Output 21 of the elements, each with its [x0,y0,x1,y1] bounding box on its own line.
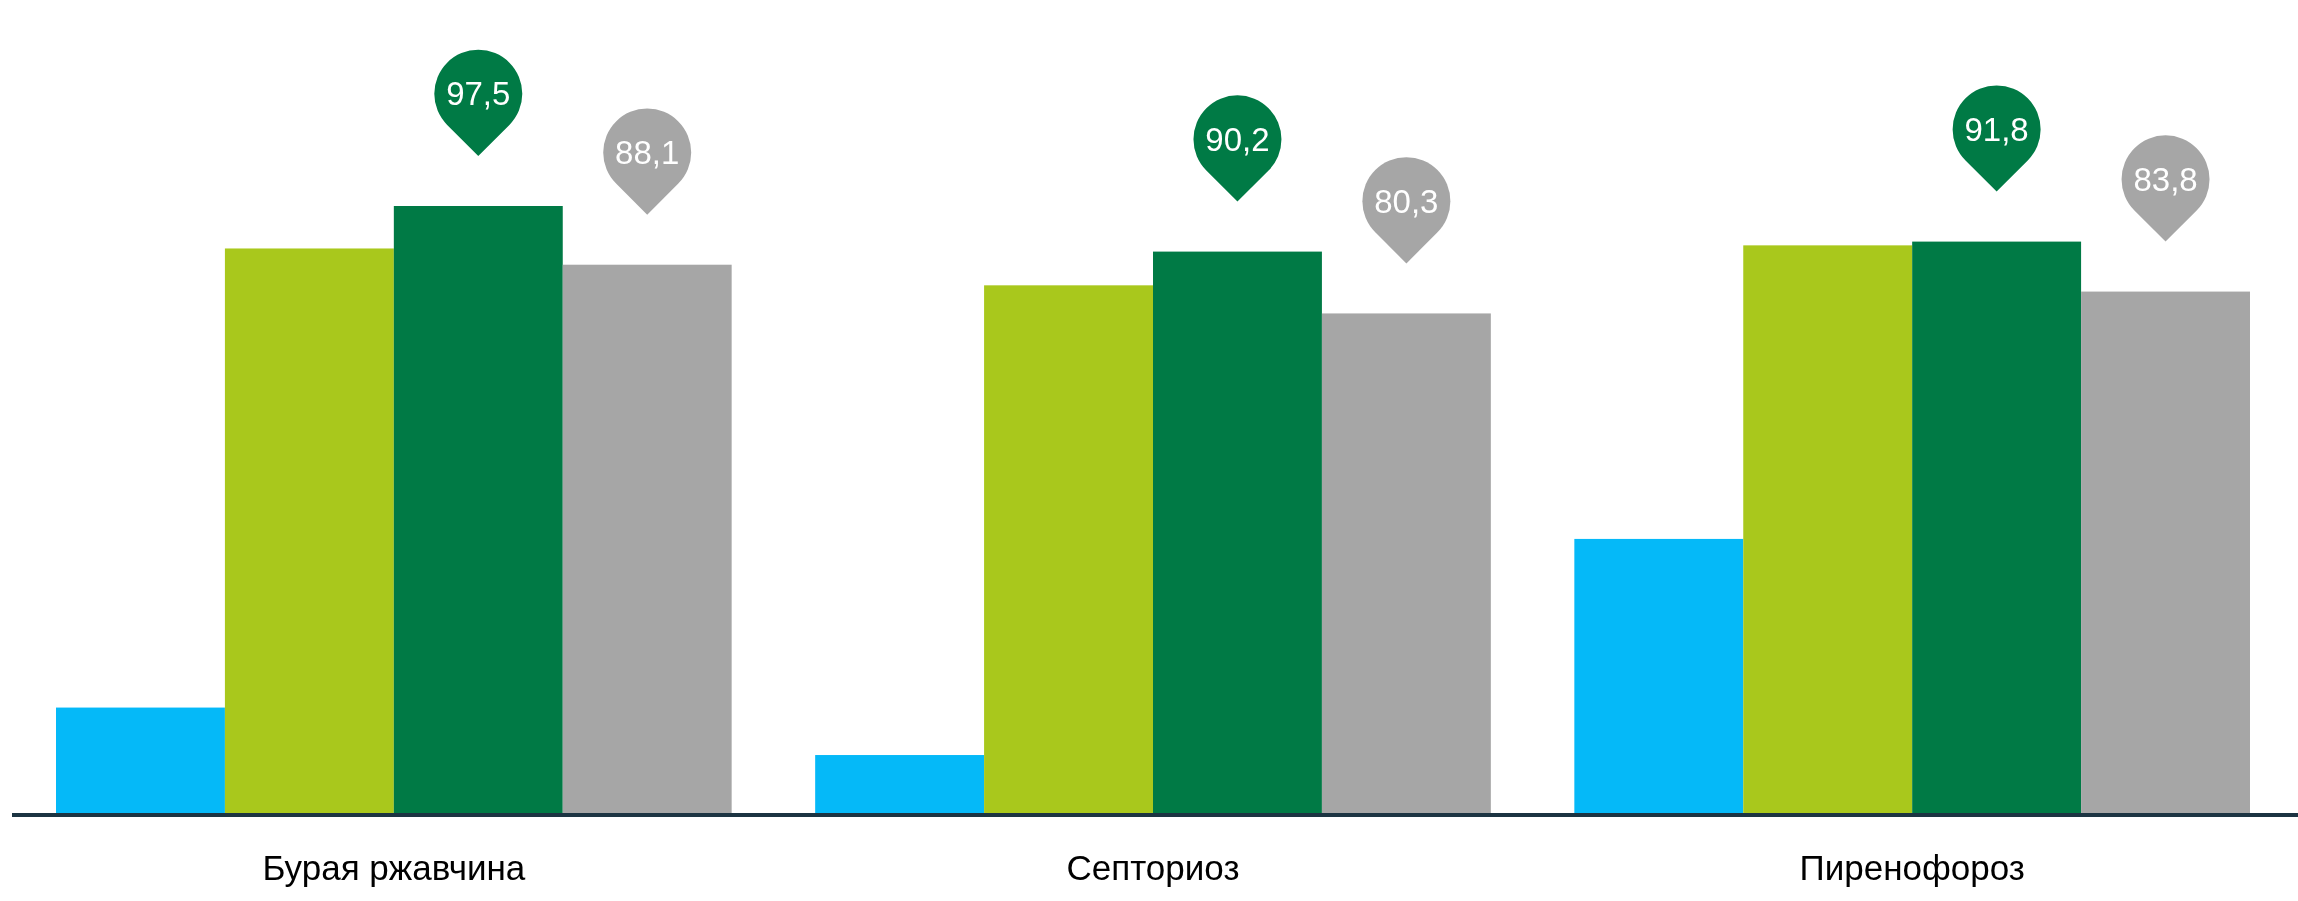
bar [1153,251,1322,815]
data-label: 97,5 [446,75,511,113]
x-tick-label: Септориоз [1066,848,1240,887]
x-tick-label: Бурая ржавчина [262,848,526,887]
x-tick-label: Пиренофороз [1799,848,2025,887]
bar [1574,538,1744,815]
bar [56,707,225,815]
bar [1912,241,2082,815]
bar [393,206,563,815]
bar [1743,245,1913,815]
bar [224,248,394,815]
data-label: 90,2 [1205,120,1270,158]
bar [984,285,1153,815]
data-label: 91,8 [1964,110,2029,148]
data-label: 83,8 [2133,160,2198,198]
data-label: 88,1 [615,134,680,172]
bar [1321,313,1491,815]
data-label: 80,3 [1374,182,1439,220]
bar [562,264,732,815]
bar [815,755,985,815]
bar [2081,291,2250,815]
